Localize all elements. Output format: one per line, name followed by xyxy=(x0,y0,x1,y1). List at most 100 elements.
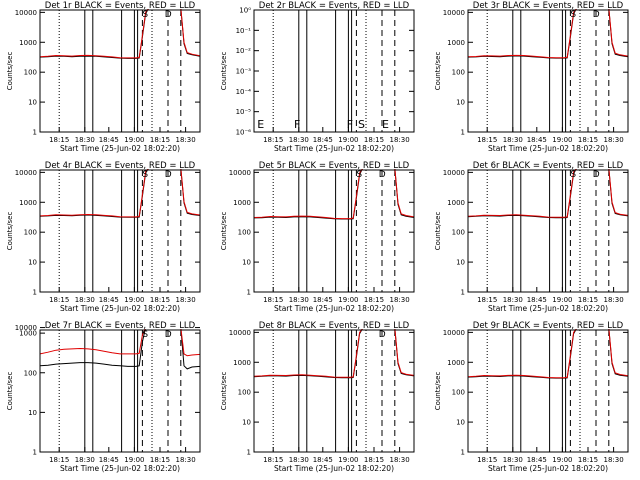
time-marker-annotation: S xyxy=(570,170,576,180)
time-marker-annotation: E xyxy=(257,118,264,131)
x-tick-label: 18:45 xyxy=(313,296,333,304)
y-tick-label: 10⁻⁵ xyxy=(236,108,252,116)
y-tick-label: 1000 xyxy=(19,39,37,47)
y-tick-label: 10⁻³ xyxy=(236,68,252,76)
series-line-lld xyxy=(254,169,414,220)
x-tick-label: 18:45 xyxy=(527,136,547,144)
y-tick-label: 10000 xyxy=(443,9,465,17)
x-axis-label: Start Time (25-Jun-02 18:02:20) xyxy=(60,304,180,313)
chart-title: Det 1r BLACK = Events, RED = LLD xyxy=(45,1,196,11)
plot-frame xyxy=(39,329,201,453)
x-tick-label: 18:15 xyxy=(578,296,598,304)
time-marker-annotation: S xyxy=(570,10,576,20)
y-axis-label: Counts/sec xyxy=(6,52,14,91)
time-marker-annotation: D xyxy=(165,330,172,340)
x-tick-label: 18:15 xyxy=(263,456,283,464)
chart-panel-2: Det 2r BLACK = Events, RED = LLD Counts/s… xyxy=(220,1,415,153)
y-tick-label: 1000 xyxy=(233,359,251,367)
y-tick-label: 10 xyxy=(28,259,37,267)
time-marker-annotation: F xyxy=(294,118,300,131)
time-marker-annotation: D xyxy=(165,10,172,20)
y-tick-label: 10 xyxy=(456,259,465,267)
time-marker-annotation: S xyxy=(142,330,148,340)
y-tick-label: 10000 xyxy=(443,329,465,337)
x-tick-label: 18:15 xyxy=(578,456,598,464)
plot-frame xyxy=(253,9,415,133)
time-marker-annotation: D xyxy=(379,170,386,180)
x-tick-label: 18:45 xyxy=(99,296,119,304)
y-tick-label: 10 xyxy=(28,99,37,107)
chart-title: Det 8r BLACK = Events, RED = LLD xyxy=(259,321,410,331)
x-tick-label: 18:30 xyxy=(75,136,95,144)
time-marker-annotation: D xyxy=(593,170,600,180)
x-tick-label: 18:30 xyxy=(390,296,410,304)
y-tick-label: 10⁻² xyxy=(236,47,252,55)
y-tick-label: 100 xyxy=(24,369,37,377)
y-axis-label: Counts/sec xyxy=(220,212,228,251)
chart-title: Det 9r BLACK = Events, RED = LLD xyxy=(473,321,624,331)
x-tick-label: 18:15 xyxy=(578,136,598,144)
y-axis-label: Counts/sec xyxy=(6,212,14,251)
y-axis-label: Counts/sec xyxy=(434,52,442,91)
series-line-events xyxy=(468,329,628,379)
time-marker-annotation: F xyxy=(347,118,353,131)
series-line-lld xyxy=(468,9,628,59)
y-tick-label: 10000 xyxy=(443,169,465,177)
chart-panel-4: Det 4r BLACK = Events, RED = LLD Counts/s… xyxy=(6,161,201,313)
x-tick-label: 18:30 xyxy=(604,136,624,144)
x-tick-label: 18:45 xyxy=(527,456,547,464)
x-tick-label: 18:30 xyxy=(75,296,95,304)
y-tick-label: 10 xyxy=(456,99,465,107)
y-tick-label: 1000 xyxy=(233,199,251,207)
chart-title: Det 5r BLACK = Events, RED = LLD xyxy=(259,161,410,171)
x-tick-label: 19:00 xyxy=(124,136,144,144)
x-tick-label: 18:30 xyxy=(289,136,309,144)
y-tick-label: 1 xyxy=(461,449,465,457)
x-tick-label: 18:30 xyxy=(604,456,624,464)
series-line-events xyxy=(40,9,200,59)
x-tick-label: 18:15 xyxy=(477,456,497,464)
x-axis-label: Start Time (25-Jun-02 18:02:20) xyxy=(60,464,180,473)
y-tick-label: 1 xyxy=(461,289,465,297)
y-tick-label: 10⁻¹ xyxy=(236,27,252,35)
x-axis-label: Start Time (25-Jun-02 18:02:20) xyxy=(488,304,608,313)
x-tick-label: 18:15 xyxy=(150,296,170,304)
x-tick-label: 18:30 xyxy=(604,296,624,304)
y-axis-label: Counts/sec xyxy=(434,212,442,251)
time-marker-annotation: S xyxy=(356,170,362,180)
chart-title: Det 7r BLACK = Events, RED = LLD xyxy=(45,321,196,331)
x-tick-label: 18:15 xyxy=(49,296,69,304)
chart-title: Det 3r BLACK = Events, RED = LLD xyxy=(473,1,624,11)
time-marker-annotation: D xyxy=(593,10,600,20)
y-tick-label: 10 xyxy=(242,419,251,427)
y-tick-label: 10000 xyxy=(229,169,251,177)
x-tick-label: 19:00 xyxy=(552,296,572,304)
x-tick-label: 19:00 xyxy=(124,296,144,304)
x-tick-label: 18:15 xyxy=(150,136,170,144)
series-line-events xyxy=(254,329,414,379)
y-tick-label: 100 xyxy=(24,229,37,237)
y-tick-label: 10⁰ xyxy=(239,7,251,15)
y-tick-label: 10 xyxy=(28,409,37,417)
time-marker-annotation: S xyxy=(142,10,148,20)
x-tick-label: 19:00 xyxy=(552,456,572,464)
chart-panel-9: Det 9r BLACK = Events, RED = LLD Counts/s… xyxy=(434,321,629,473)
x-tick-label: 18:30 xyxy=(289,296,309,304)
x-tick-label: 19:00 xyxy=(338,456,358,464)
x-tick-label: 18:30 xyxy=(503,456,523,464)
y-tick-label: 100 xyxy=(452,389,465,397)
y-tick-label: 100 xyxy=(238,389,251,397)
plot-frame xyxy=(253,329,415,453)
series-line-lld xyxy=(40,169,200,218)
x-tick-label: 18:45 xyxy=(313,456,333,464)
y-tick-label: 1000 xyxy=(447,199,465,207)
x-tick-label: 18:15 xyxy=(364,136,384,144)
y-tick-label: 1 xyxy=(33,129,37,137)
chart-title: Det 4r BLACK = Events, RED = LLD xyxy=(45,161,196,171)
x-tick-label: 18:15 xyxy=(477,136,497,144)
x-tick-label: 18:15 xyxy=(477,296,497,304)
time-marker-annotation: D xyxy=(379,330,386,340)
x-tick-label: 18:45 xyxy=(99,456,119,464)
series-line-events xyxy=(254,169,414,220)
x-axis-label: Start Time (25-Jun-02 18:02:20) xyxy=(488,464,608,473)
